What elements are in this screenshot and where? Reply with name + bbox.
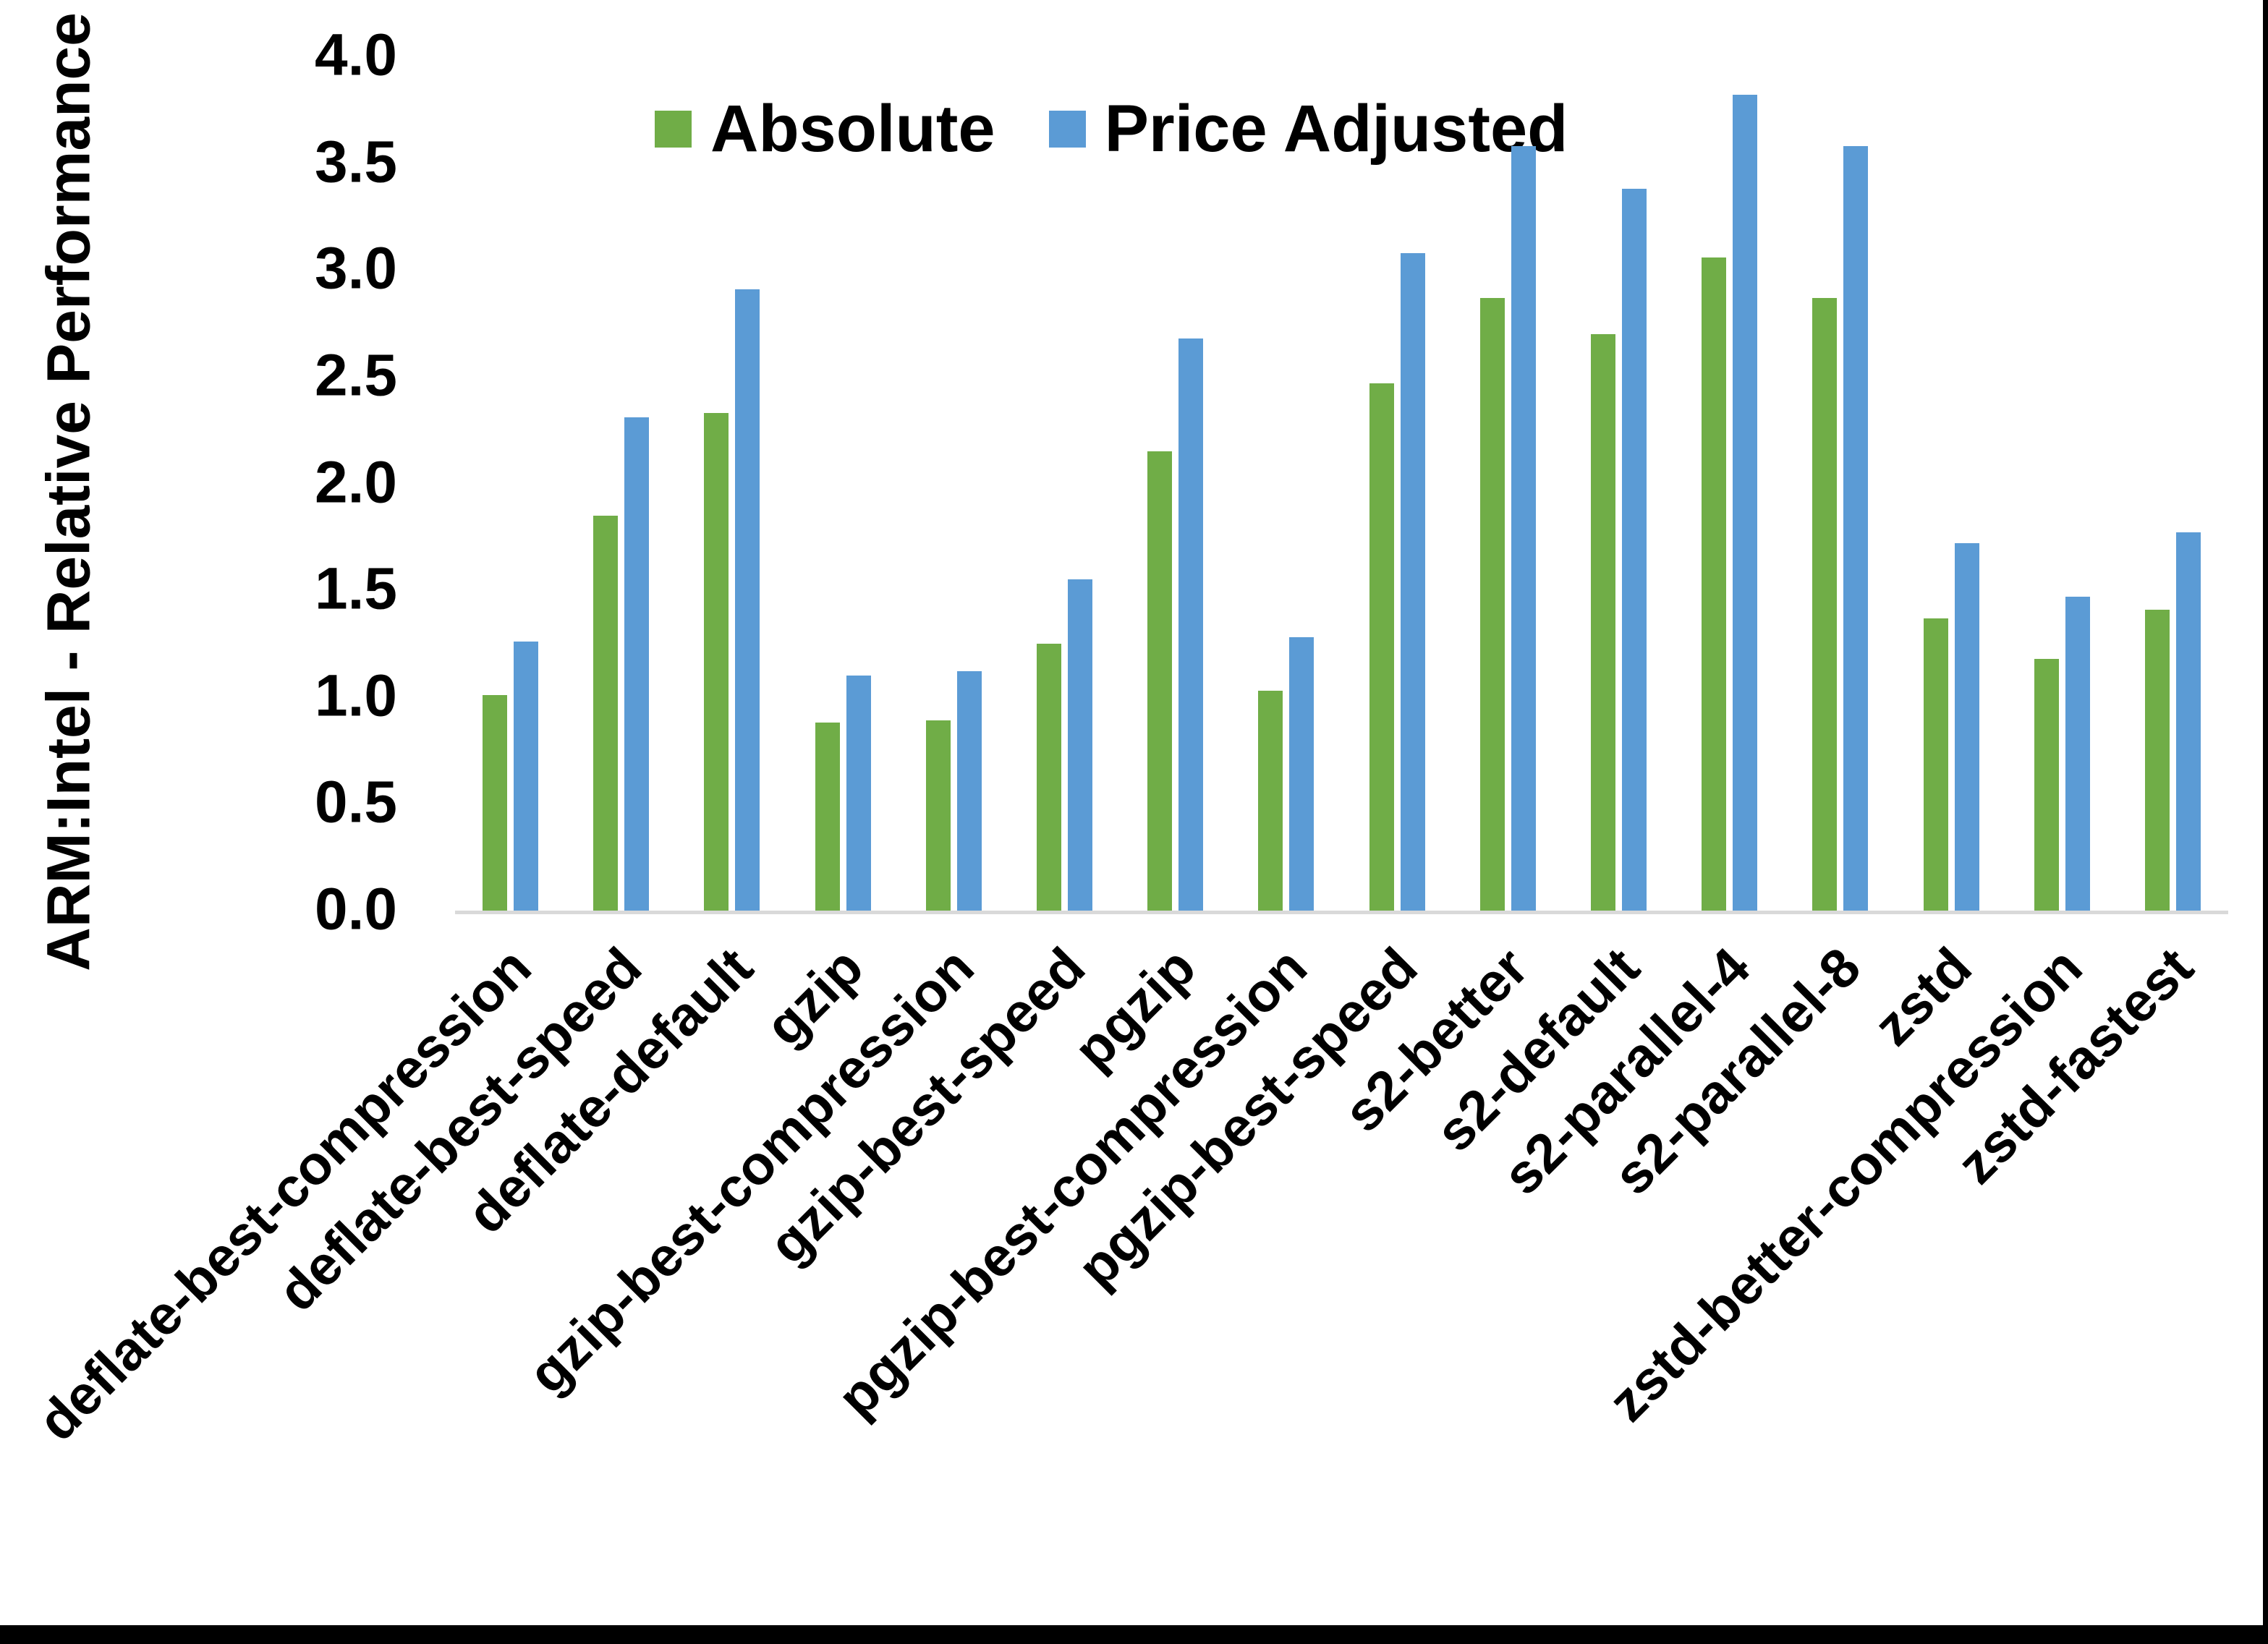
category-group-deflate-best-compression: [455, 56, 566, 911]
bar-price-adjusted-s2-parallel-4: [1733, 95, 1758, 911]
bar-price-adjusted-zstd-better-compression: [2065, 596, 2090, 911]
bar-absolute-deflate-default: [704, 413, 729, 911]
bar-absolute-zstd-fastest: [2144, 609, 2170, 911]
window-edge-right: [2263, 0, 2268, 1644]
category-group-gzip: [788, 56, 899, 911]
bar-price-adjusted-pgzip: [1178, 338, 1204, 911]
category-group-gzip-best-speed: [1009, 56, 1120, 911]
category-group-zstd-fastest: [2118, 56, 2228, 911]
category-group-pgzip: [1120, 56, 1231, 911]
y-tick-0.0: 0.0: [315, 876, 397, 942]
y-tick-4.0: 4.0: [315, 22, 397, 88]
category-group-s2-default: [1563, 56, 1674, 911]
bar-absolute-zstd: [1923, 618, 1948, 911]
category-group-s2-parallel-8: [1785, 56, 1895, 911]
bar-absolute-pgzip-best-speed: [1369, 383, 1394, 911]
category-group-deflate-best-speed: [566, 56, 676, 911]
bar-absolute-s2-default: [1590, 333, 1615, 911]
bar-absolute-s2-parallel-8: [1812, 297, 1838, 911]
bar-absolute-deflate-best-compression: [483, 694, 508, 911]
category-group-pgzip-best-speed: [1342, 56, 1453, 911]
bar-price-adjusted-s2-better: [1511, 146, 1536, 911]
category-group-zstd-better-compression: [2007, 56, 2118, 911]
legend-item-absolute: Absolute: [655, 91, 995, 167]
bar-absolute-s2-better: [1479, 297, 1505, 911]
bar-price-adjusted-s2-default: [1621, 189, 1647, 911]
bar-price-adjusted-gzip: [846, 676, 871, 911]
y-tick-1.5: 1.5: [315, 555, 397, 622]
y-tick-0.5: 0.5: [315, 769, 397, 835]
bar-price-adjusted-deflate-default: [735, 289, 760, 911]
legend: Absolute Price Adjusted: [655, 91, 1568, 167]
bar-price-adjusted-deflate-best-speed: [624, 417, 650, 911]
bar-absolute-s2-parallel-4: [1702, 257, 1727, 911]
bar-absolute-gzip-best-compression: [925, 720, 951, 911]
bar-price-adjusted-pgzip-best-compression: [1289, 637, 1314, 911]
legend-swatch-icon: [655, 111, 692, 148]
plot-area: [455, 56, 2228, 914]
category-group-zstd: [1895, 56, 2006, 911]
category-group-deflate-default: [676, 56, 787, 911]
y-tick-2.0: 2.0: [315, 448, 397, 515]
legend-item-price-adjusted: Price Adjusted: [1048, 91, 1568, 167]
bar-price-adjusted-deflate-best-compression: [514, 642, 539, 911]
bar-price-adjusted-zstd-fastest: [2175, 532, 2201, 911]
bar-price-adjusted-zstd: [1954, 543, 1979, 911]
y-axis-ticks: 4.0 3.5 3.0 2.5 2.0 1.5 1.0 0.5 0.0: [0, 0, 397, 1013]
window-edge-bottom: [0, 1625, 2268, 1644]
bar-absolute-deflate-best-speed: [593, 515, 619, 911]
bar-absolute-pgzip-best-compression: [1258, 690, 1283, 911]
bar-price-adjusted-gzip-best-compression: [956, 671, 982, 911]
category-group-pgzip-best-compression: [1231, 56, 1341, 911]
bar-price-adjusted-s2-parallel-8: [1843, 146, 1869, 911]
bar-absolute-gzip: [815, 723, 840, 911]
legend-label: Absolute: [710, 92, 995, 166]
y-tick-1.0: 1.0: [315, 663, 397, 729]
bar-absolute-gzip-best-speed: [1037, 643, 1062, 911]
category-group-s2-parallel-4: [1674, 56, 1785, 911]
category-group-s2-better: [1453, 56, 1563, 911]
bar-price-adjusted-gzip-best-speed: [1068, 579, 1093, 911]
legend-label: Price Adjusted: [1104, 92, 1568, 166]
legend-swatch-icon: [1048, 111, 1086, 148]
bar-absolute-zstd-better-compression: [2034, 658, 2059, 911]
y-tick-3.5: 3.5: [315, 128, 397, 195]
y-tick-2.5: 2.5: [315, 342, 397, 409]
bar-absolute-pgzip: [1147, 451, 1173, 911]
y-tick-3.0: 3.0: [315, 235, 397, 302]
bar-price-adjusted-pgzip-best-speed: [1400, 252, 1425, 911]
category-group-gzip-best-compression: [899, 56, 1009, 911]
